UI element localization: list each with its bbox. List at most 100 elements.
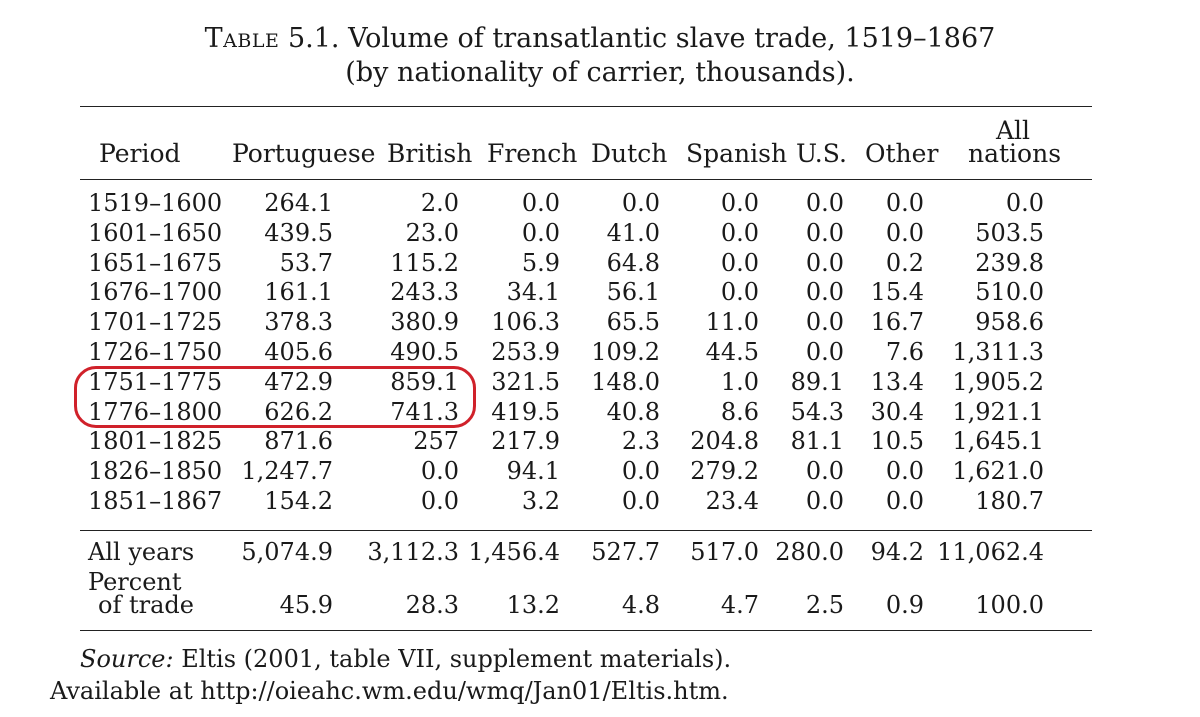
cell-dutch: 109.2: [591, 338, 660, 366]
cell-dutch: 41.0: [606, 218, 660, 247]
table-label: Table: [204, 23, 280, 54]
percent-dutch: 4.8: [621, 591, 660, 619]
percent-row: of trade 45.9 28.3 13.2 4.8 4.7 2.5 0.9 …: [0, 590, 1200, 620]
cell-british: 0.0: [420, 487, 459, 515]
table-row: 1801–1825 871.6 257 217.9 2.3 204.8 81.1 10.5 1,…: [0, 426, 1200, 456]
header-all-line2: nations: [968, 139, 1062, 168]
cell-british: 23.0: [405, 218, 459, 247]
cell-spanish: 11.0: [705, 308, 759, 337]
cell-french: 321.5: [491, 367, 560, 396]
cell-us: 0.0: [805, 338, 844, 366]
row-period: 1701–1725: [88, 308, 223, 337]
cell-french: 3.2: [521, 487, 560, 515]
cell-portuguese: 264.1: [264, 189, 333, 217]
cell-all: 1,621.0: [952, 457, 1044, 486]
percent-label-line2: of trade: [98, 591, 194, 619]
cell-french: 0.0: [521, 218, 560, 247]
cell-portuguese: 405.6: [264, 338, 333, 366]
cell-french: 419.5: [491, 397, 560, 426]
cell-french: 94.1: [506, 457, 560, 486]
cell-spanish: 1.0: [720, 367, 759, 396]
cell-spanish: 23.4: [705, 487, 759, 515]
cell-other: 0.0: [885, 487, 924, 515]
table-row: 1676–1700 161.1 243.3 34.1 56.1 0.0 0.0 15.4 510…: [0, 277, 1200, 307]
table-row: 1726–1750 405.6 490.5 253.9 109.2 44.5 0.0 7.6 1…: [0, 337, 1200, 367]
cell-french: 106.3: [491, 308, 560, 337]
table-row: 1519–1600 264.1 2.0 0.0 0.0 0.0 0.0 0.0 0.0: [0, 188, 1200, 218]
cell-us: 81.1: [790, 427, 844, 456]
source-text: Eltis (2001, table VII, supplement mater…: [181, 645, 732, 673]
header-us: U.S.: [796, 139, 847, 168]
row-period: 1826–1850: [88, 457, 223, 486]
cell-us: 0.0: [805, 248, 844, 277]
source-url-line: Available at http://oieahc.wm.edu/wmq/Ja…: [50, 677, 729, 705]
row-period: 1751–1775: [88, 367, 223, 396]
row-period: 1801–1825: [88, 427, 223, 456]
cell-all: 1,905.2: [952, 367, 1044, 396]
cell-all: 1,645.1: [952, 427, 1044, 456]
cell-portuguese: 472.9: [264, 367, 333, 396]
header-french: French: [487, 139, 578, 168]
cell-british: 859.1: [390, 367, 459, 396]
cell-all: 503.5: [975, 218, 1044, 247]
cell-spanish: 279.2: [690, 457, 759, 486]
cell-british: 115.2: [390, 248, 459, 277]
cell-spanish: 0.0: [720, 218, 759, 247]
row-period: 1651–1675: [88, 248, 223, 277]
totals-rule: [80, 530, 1092, 531]
table-row: 1751–1775 472.9 859.1 321.5 148.0 1.0 89.1 13.4…: [0, 367, 1200, 397]
cell-spanish: 8.6: [720, 397, 759, 426]
cell-all: 510.0: [975, 278, 1044, 307]
bottom-rule: [80, 630, 1092, 631]
cell-other: 7.6: [885, 338, 924, 366]
cell-portuguese: 154.2: [264, 487, 333, 515]
cell-dutch: 65.5: [606, 308, 660, 337]
cell-french: 5.9: [521, 248, 560, 277]
cell-british: 490.5: [390, 338, 459, 366]
cell-other: 10.5: [870, 427, 924, 456]
row-period: 1601–1650: [88, 218, 223, 247]
header-portuguese: Portuguese: [232, 139, 376, 168]
cell-dutch: 0.0: [621, 487, 660, 515]
cell-all: 180.7: [975, 487, 1044, 515]
totals-us: 280.0: [775, 538, 844, 566]
percent-other: 0.9: [885, 591, 924, 619]
cell-all: 1,921.1: [952, 397, 1044, 426]
table-row: 1851–1867 154.2 0.0 3.2 0.0 23.4 0.0 0.0 180.7: [0, 486, 1200, 516]
table-row: 1776–1800 626.2 741.3 419.5 40.8 8.6 54.3 30.4 1…: [0, 397, 1200, 427]
cell-dutch: 64.8: [606, 248, 660, 277]
totals-portuguese: 5,074.9: [241, 538, 333, 566]
totals-french: 1,456.4: [468, 538, 560, 566]
table-title-text: Volume of transatlantic slave trade, 151…: [348, 23, 996, 54]
cell-portuguese: 871.6: [264, 427, 333, 456]
table-row: 1826–1850 1,247.7 0.0 94.1 0.0 279.2 0.0 0.0 1,6…: [0, 456, 1200, 486]
cell-portuguese: 626.2: [264, 397, 333, 426]
percent-all: 100.0: [975, 591, 1044, 619]
table-title: Table 5.1. Volume of transatlantic slave…: [0, 22, 1200, 56]
cell-spanish: 0.0: [720, 248, 759, 277]
cell-portuguese: 53.7: [279, 248, 333, 277]
cell-portuguese: 378.3: [264, 308, 333, 337]
row-period: 1676–1700: [88, 278, 223, 307]
cell-other: 30.4: [870, 397, 924, 426]
cell-us: 0.0: [805, 487, 844, 515]
cell-all: 1,311.3: [952, 338, 1044, 366]
cell-all: 958.6: [975, 308, 1044, 337]
cell-dutch: 40.8: [606, 397, 660, 426]
cell-portuguese: 439.5: [264, 218, 333, 247]
cell-french: 0.0: [521, 189, 560, 217]
percent-us: 2.5: [805, 591, 844, 619]
table-number: 5.1.: [287, 23, 340, 54]
header-rule: [80, 179, 1092, 180]
cell-spanish: 204.8: [690, 427, 759, 456]
totals-label: All years: [88, 538, 195, 566]
cell-other: 16.7: [870, 308, 924, 337]
table-row: 1701–1725 378.3 380.9 106.3 65.5 11.0 0.0 16.7 9…: [0, 307, 1200, 337]
cell-dutch: 0.0: [621, 457, 660, 486]
totals-spanish: 517.0: [690, 538, 759, 566]
cell-us: 0.0: [805, 189, 844, 217]
highlight-annotation: [74, 366, 476, 428]
header-british: British: [387, 139, 473, 168]
row-period: 1726–1750: [88, 338, 223, 366]
row-period: 1851–1867: [88, 487, 223, 515]
